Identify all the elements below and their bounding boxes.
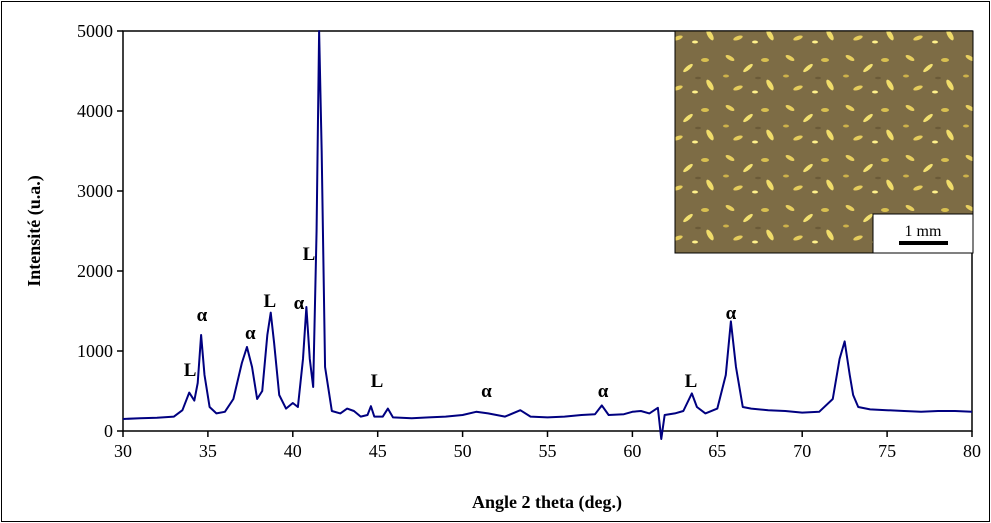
x-axis-label: Angle 2 theta (deg.) [472, 492, 622, 513]
x-tick-label: 30 [114, 441, 132, 461]
x-tick-label: 45 [369, 441, 387, 461]
peak-label: α [197, 305, 208, 326]
peak-label: L [685, 371, 698, 392]
inset: 1 mm [674, 30, 974, 254]
y-tick-label: 3000 [77, 181, 113, 201]
y-tick-label: 0 [104, 421, 113, 441]
y-tick-label: 2000 [77, 261, 113, 281]
peak-label: α [726, 303, 737, 324]
y-tick-label: 5000 [77, 21, 113, 41]
x-tick-label: 75 [878, 441, 896, 461]
x-tick-label: 65 [708, 441, 726, 461]
x-tick-label: 60 [623, 441, 641, 461]
y-tick-label: 1000 [77, 341, 113, 361]
peak-label: α [245, 323, 256, 344]
peak-label: α [294, 293, 305, 314]
plot-area: 0 1000 2000 3000 4000 5000 30 35 40 45 50 55 60 65 70 7… [77, 21, 981, 461]
peak-label: L [184, 360, 197, 381]
scale-label: 1 mm [905, 223, 942, 240]
x-tick-label: 80 [963, 441, 981, 461]
peak-label: α [598, 381, 609, 402]
x-tick-label: 40 [284, 441, 302, 461]
x-tick-label: 70 [793, 441, 811, 461]
spectrum-line [122, 30, 973, 440]
peak-label: α [481, 381, 492, 402]
peak-label: L [264, 291, 277, 312]
x-tick-label: 35 [199, 441, 217, 461]
x-tick-label: 50 [454, 441, 472, 461]
peak-label: L [303, 244, 316, 265]
scale-box [872, 213, 974, 254]
y-tick-label: 4000 [77, 101, 113, 121]
peak-label: L [371, 371, 384, 392]
x-tick-label: 55 [539, 441, 557, 461]
y-axis-label: Intensité (u.a.) [24, 175, 45, 287]
